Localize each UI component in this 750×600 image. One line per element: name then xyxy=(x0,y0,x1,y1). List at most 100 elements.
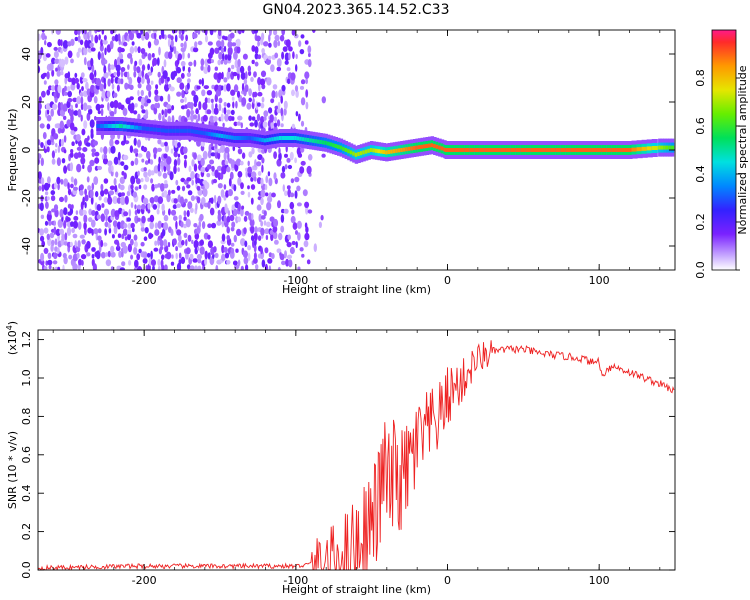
spectrogram-speckle xyxy=(51,239,55,246)
spectrogram-speckle xyxy=(167,93,171,103)
spectrogram-speckle xyxy=(266,201,272,211)
spectrogram-speckle xyxy=(128,76,133,86)
spectrogram-speckle xyxy=(91,148,96,153)
trace-core xyxy=(324,140,328,145)
trace-core xyxy=(243,136,247,140)
spectrogram-speckle xyxy=(38,139,41,146)
spectrogram-speckle xyxy=(164,34,167,40)
spectrogram-speckle xyxy=(174,34,178,43)
spectrogram-speckle xyxy=(175,252,178,260)
spectrogram-speckle xyxy=(234,59,239,69)
spectrogram-speckle xyxy=(223,107,227,115)
spectrogram-speckle xyxy=(220,59,224,65)
spectrogram-speckle xyxy=(113,99,119,109)
spectrogram-speckle xyxy=(137,46,141,54)
spectrogram-speckle xyxy=(44,39,47,46)
trace-core xyxy=(160,128,166,133)
spectrogram-speckle xyxy=(183,216,187,221)
spectrogram-speckle xyxy=(157,71,161,78)
spectrogram-speckle xyxy=(103,178,109,184)
spectrogram-speckle xyxy=(200,65,204,71)
spectrogram-speckle xyxy=(80,114,83,122)
spectrogram-speckle xyxy=(129,46,135,54)
spectrogram-speckle xyxy=(149,159,154,165)
spectrogram-speckle xyxy=(197,113,201,122)
spectrogram-speckle xyxy=(95,103,101,111)
spectrogram-speckle xyxy=(70,38,75,47)
spectrogram-speckle xyxy=(273,231,278,240)
spectrogram-speckle xyxy=(286,254,293,259)
spectrogram-speckle xyxy=(94,116,97,121)
spectrogram-speckle xyxy=(253,232,258,242)
spectrogram-speckle xyxy=(108,146,111,154)
spectrogram-speckle xyxy=(69,152,74,158)
spectrogram-speckle xyxy=(237,115,243,121)
spectrogram-speckle xyxy=(205,35,208,43)
spectrogram-speckle xyxy=(299,49,305,55)
spectrogram-speckle xyxy=(86,112,91,121)
spectrogram-speckle xyxy=(237,72,240,81)
spectrogram-speckle xyxy=(260,70,267,78)
spectrogram-speckle xyxy=(320,214,324,221)
spectrogram-speckle xyxy=(264,247,269,254)
trace-core xyxy=(301,137,306,142)
snr-ytick-label: 1.0 xyxy=(20,369,33,387)
spectrogram-speckle xyxy=(90,34,94,42)
spectrogram-speckle xyxy=(226,102,231,108)
spectrogram-speckle xyxy=(40,46,44,56)
spectrogram-speckle xyxy=(47,252,52,259)
spectrogram-speckle xyxy=(99,44,104,52)
spectrogram-speckle xyxy=(195,108,199,115)
spectrogram-ytick-label: -40 xyxy=(20,237,33,255)
trace-core xyxy=(525,148,532,152)
spectrogram-speckle xyxy=(147,63,151,71)
spectrogram-speckle xyxy=(91,64,95,73)
spectrogram-speckle xyxy=(108,190,115,196)
spectrogram-speckle xyxy=(158,35,162,40)
spectrogram-speckle xyxy=(244,210,250,216)
spectrogram-speckle xyxy=(107,63,111,73)
spectrogram-speckle xyxy=(146,77,151,85)
spectrogram-speckle xyxy=(187,78,191,84)
spectrogram-speckle xyxy=(134,103,138,108)
spectrogram-speckle xyxy=(164,264,168,270)
spectrogram-speckle xyxy=(280,123,284,128)
spectrogram-speckle xyxy=(123,164,129,171)
spectrogram-speckle xyxy=(97,165,103,171)
spectrogram-speckle xyxy=(209,30,214,36)
spectrogram-speckle xyxy=(183,210,187,217)
trace-core xyxy=(377,149,381,154)
trace-core xyxy=(332,143,336,148)
trace-core xyxy=(107,124,113,128)
spectrogram-speckle xyxy=(107,70,112,76)
spectrogram-speckle xyxy=(38,65,41,74)
spectrogram-speckle xyxy=(201,77,204,87)
spectrogram-speckle xyxy=(321,153,326,158)
spectrogram-speckle xyxy=(136,217,141,222)
trace-core xyxy=(658,145,662,150)
spectrogram-speckle xyxy=(272,225,278,233)
trace-core xyxy=(339,145,344,150)
trace-core xyxy=(621,148,628,152)
spectrogram-speckle xyxy=(277,266,281,270)
spectrogram-speckle xyxy=(122,228,128,236)
spectrogram-speckle xyxy=(220,189,225,198)
spectrogram-speckle xyxy=(265,221,271,228)
spectrogram-speckle xyxy=(79,189,84,196)
spectrogram-speckle xyxy=(243,215,248,222)
spectrogram-speckle xyxy=(141,158,145,163)
spectrogram-speckle xyxy=(134,186,139,191)
spectrogram-speckle xyxy=(220,144,226,153)
spectrogram-speckle xyxy=(254,119,258,128)
spectrogram-speckle xyxy=(295,241,298,249)
spectrogram-speckle xyxy=(117,78,122,85)
spectrogram-speckle xyxy=(56,70,61,77)
spectrogram-speckle xyxy=(248,212,253,221)
spectrogram-speckle xyxy=(101,203,105,208)
spectrogram-speckle xyxy=(196,253,202,260)
spectrogram-speckle xyxy=(191,179,194,186)
spectrogram-speckle xyxy=(73,178,78,186)
spectrogram-speckle xyxy=(95,250,101,260)
spectrogram-speckle xyxy=(189,265,195,270)
spectrogram-speckle xyxy=(46,71,50,80)
